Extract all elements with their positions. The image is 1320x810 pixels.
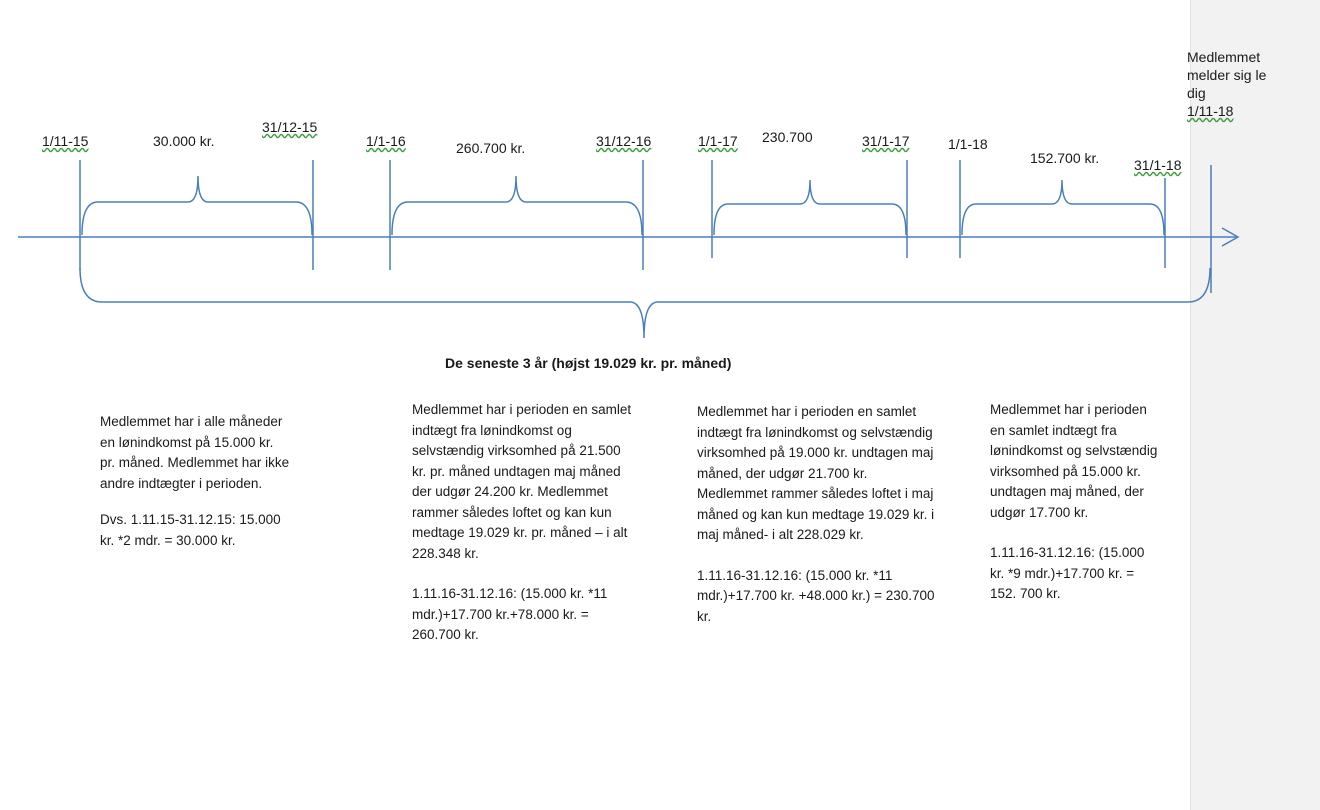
period-4-amount: 152.700 kr. [1030,150,1100,166]
period-4-end: 31/1-18 [1134,157,1182,173]
description-2018-calc: 1.11.16-31.12.16: (15.000 kr. *9 mdr.)+1… [990,545,1145,601]
period-3-end: 31/1-17 [862,133,910,149]
description-2016-text: Medlemmet har i perioden en samlet indtæ… [412,402,632,561]
description-2017: Medlemmet har i perioden en samlet indtæ… [697,402,937,643]
page-margin-sidebar [1190,0,1320,810]
description-2017-calc: 1.11.16-31.12.16: (15.000 kr. *11 mdr.)+… [697,567,935,624]
period-2-end: 31/12-16 [596,133,652,149]
period-1-start: 1/11-15 [42,133,89,149]
description-2016-calc: 1.11.16-31.12.16: (15.000 kr. *11 mdr.)+… [412,586,608,642]
period-3-start: 1/1-17 [698,133,738,149]
three-year-summary: De seneste 3 år (højst 19.029 kr. pr. må… [445,355,732,371]
three-year-bracket [79,267,1211,339]
notice-text: Medlemmet melder sig ledig [1187,49,1267,101]
period-1-amount: 30.000 kr. [153,133,215,149]
period-bracket-2018 [961,179,1165,236]
description-2018: Medlemmet har i perioden en samlet indtæ… [990,400,1160,621]
period-4-start: 1/1-18 [948,136,988,152]
time-axis-arrowhead [1221,227,1240,247]
description-2018-text: Medlemmet har i perioden en samlet indtæ… [990,402,1158,520]
period-bracket-2015 [81,175,313,236]
notice-date: 1/11-18 [1187,103,1234,119]
description-2015: Medlemmet har i alle måneder en lønindko… [100,412,290,567]
unemployment-notice: Medlemmet melder sig ledig 1/11-18 [1187,48,1267,120]
period-bracket-2017 [713,179,907,236]
description-2016: Medlemmet har i perioden en samlet indtæ… [412,400,632,662]
period-1-end: 31/12-15 [262,119,318,135]
description-2015-calc: Dvs. 1.11.15-31.12.15: 15.000 kr. *2 mdr… [100,512,281,548]
period-2-start: 1/1-16 [366,133,406,149]
description-2015-text: Medlemmet har i alle måneder en lønindko… [100,414,290,491]
period-2-amount: 260.700 kr. [456,140,526,156]
period-3-amount: 230.700 [762,129,813,145]
description-2017-text: Medlemmet har i perioden en samlet indtæ… [697,404,935,542]
period-bracket-2016 [391,175,643,236]
